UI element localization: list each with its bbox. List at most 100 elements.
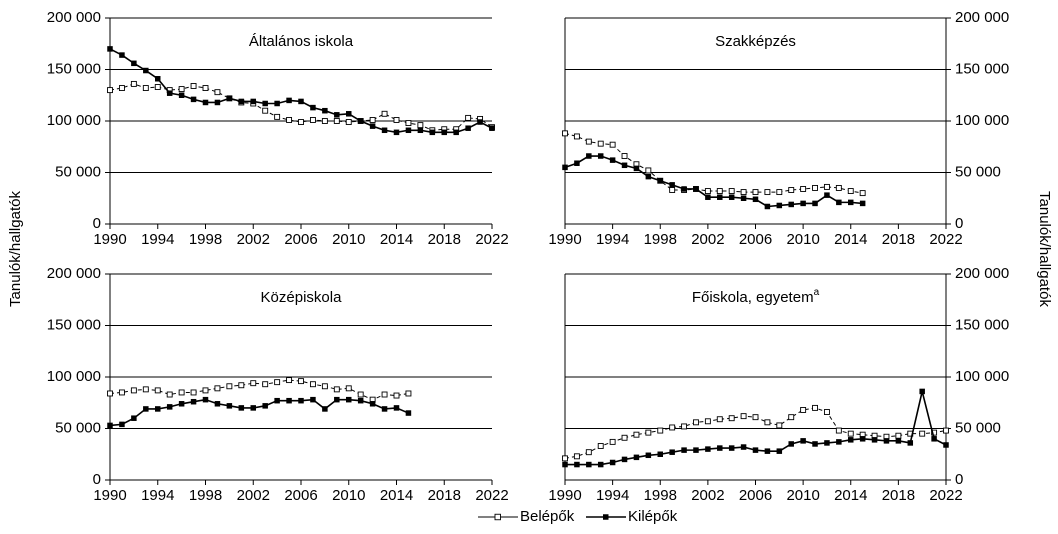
data-point [871, 437, 878, 443]
data-point [346, 111, 352, 117]
data-point [717, 445, 723, 451]
data-point [143, 67, 149, 74]
data-point [142, 386, 149, 393]
data-point [728, 415, 735, 422]
x-tick-label: 2014 [380, 231, 413, 248]
data-point [812, 441, 818, 447]
data-point [298, 119, 304, 125]
data-point [142, 85, 149, 91]
data-point [166, 90, 173, 96]
subplot-title: Középiskola [261, 289, 343, 306]
data-point [119, 421, 125, 428]
legend-marker [494, 513, 501, 521]
data-point [609, 459, 616, 466]
data-point [573, 133, 580, 140]
data-point [705, 194, 711, 200]
data-point [776, 422, 783, 429]
data-point [143, 406, 149, 412]
data-point [286, 377, 293, 384]
x-tick-label: 2014 [834, 487, 867, 504]
legend-label: Kilépők [628, 508, 678, 525]
y-tick-label: 100 000 [47, 368, 101, 385]
data-point [764, 419, 771, 426]
data-point [417, 122, 424, 129]
data-point [585, 449, 592, 456]
data-point [669, 182, 675, 188]
data-point [465, 114, 472, 121]
data-point [154, 387, 161, 394]
data-point [333, 118, 340, 124]
data-point [633, 165, 640, 172]
data-point [166, 391, 173, 398]
data-point [310, 396, 316, 403]
series-line [109, 83, 493, 131]
data-point [262, 381, 269, 388]
data-point [477, 119, 483, 125]
x-tick-label: 2002 [237, 487, 270, 504]
data-point [346, 396, 352, 403]
data-point [716, 188, 723, 194]
x-tick-label: 1994 [141, 487, 174, 504]
data-point [681, 447, 687, 453]
data-point [800, 200, 806, 207]
x-tick-label: 2018 [882, 231, 915, 248]
data-point [334, 396, 340, 403]
data-point [645, 173, 652, 180]
data-point [286, 397, 292, 404]
data-point [704, 418, 711, 425]
data-point [562, 130, 568, 137]
x-tick-label: 1990 [93, 231, 126, 248]
y-tick-label: 200 000 [47, 9, 101, 26]
x-tick-label: 2006 [284, 231, 317, 248]
y-tick-label: 0 [955, 215, 963, 232]
data-point [621, 434, 628, 441]
data-point [405, 120, 412, 127]
y-tick-label: 200 000 [955, 9, 1009, 26]
y-tick-label: 0 [93, 471, 101, 488]
data-point [788, 187, 795, 193]
data-point [286, 117, 293, 123]
y-axis-label: Tanulók/hallgatók [1036, 191, 1053, 307]
data-point [943, 442, 949, 448]
data-point [107, 87, 113, 94]
data-point [752, 196, 759, 203]
data-point [131, 60, 137, 67]
data-point [107, 422, 113, 429]
x-tick-label: 2022 [475, 231, 508, 248]
x-tick-label: 1990 [548, 231, 581, 248]
data-point [693, 447, 699, 453]
data-point [931, 436, 937, 442]
data-point [333, 386, 340, 393]
data-point [848, 199, 854, 206]
data-point [681, 186, 687, 192]
data-point [788, 441, 794, 447]
data-point [597, 443, 604, 449]
data-point [800, 438, 806, 444]
data-point [836, 199, 842, 206]
x-tick-label: 1990 [548, 487, 581, 504]
y-tick-label: 150 000 [955, 60, 1009, 77]
data-point [704, 188, 711, 194]
x-tick-label: 1998 [189, 487, 222, 504]
data-point [286, 97, 292, 104]
title-text: Szakképzés [715, 33, 796, 50]
y-tick-label: 0 [93, 215, 101, 232]
y-tick-label: 150 000 [47, 316, 101, 333]
data-point [130, 80, 137, 87]
data-point [716, 416, 723, 423]
data-point [298, 98, 304, 105]
data-point [776, 202, 783, 209]
data-point [334, 112, 340, 118]
data-point [752, 189, 759, 196]
data-point [298, 397, 304, 404]
data-point [214, 401, 221, 407]
title-text: Általános iskola [249, 33, 354, 50]
data-point [178, 92, 185, 98]
data-point [693, 419, 699, 426]
data-point [919, 388, 925, 395]
data-point [574, 461, 580, 468]
data-point [262, 100, 268, 107]
series-line [564, 132, 863, 194]
data-point [321, 383, 328, 390]
data-point [202, 85, 209, 91]
